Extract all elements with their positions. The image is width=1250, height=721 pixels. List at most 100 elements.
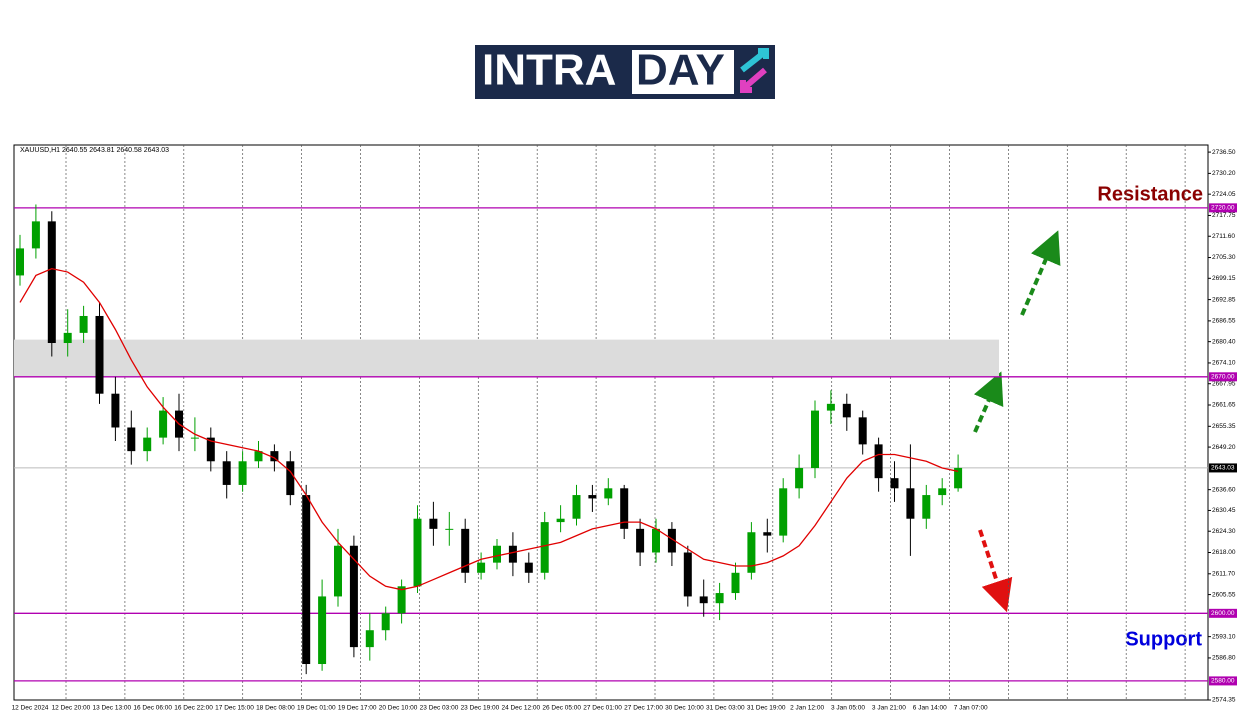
candle-body xyxy=(667,528,676,553)
candle-body xyxy=(63,332,72,344)
y-tick-label: 2736.50 xyxy=(1212,149,1236,156)
level-tag xyxy=(1209,608,1237,618)
level-tag xyxy=(1209,203,1237,213)
y-tick-label: 2611.70 xyxy=(1212,571,1235,578)
y-tick-label: 2630.45 xyxy=(1212,507,1236,514)
candle-body xyxy=(858,417,867,445)
plot-frame xyxy=(13,144,1209,701)
last-price-label: 2643.03 xyxy=(1211,465,1235,472)
x-tick-label: 20 Dec 10:00 xyxy=(379,705,418,712)
candle-body xyxy=(731,572,740,594)
candle-body xyxy=(302,495,311,665)
arrow-down xyxy=(978,529,1013,613)
candle-body xyxy=(206,437,215,462)
y-tick-label: 2655.35 xyxy=(1212,423,1236,430)
x-tick-label: 2 Jan 12:00 xyxy=(790,705,824,712)
candle-body xyxy=(16,248,24,276)
x-tick-label: 16 Dec 06:00 xyxy=(133,705,172,712)
candle-body xyxy=(826,403,835,411)
y-tick-label: 2717.75 xyxy=(1212,212,1236,219)
y-tick-label: 2730.20 xyxy=(1212,170,1236,177)
y-tick-label: 2636.60 xyxy=(1212,486,1236,493)
y-tick-label: 2711.60 xyxy=(1212,233,1235,240)
last-price-tag xyxy=(1209,463,1237,473)
x-tick-label: 16 Dec 22:00 xyxy=(174,705,213,712)
candle-body xyxy=(159,410,168,438)
candle-body xyxy=(318,596,327,665)
candle-body xyxy=(699,596,708,604)
level-tag xyxy=(1209,676,1237,686)
x-tick-label: 24 Dec 12:00 xyxy=(501,705,540,712)
candle-body xyxy=(493,545,501,563)
x-tick-label: 3 Jan 21:00 xyxy=(872,705,906,712)
resistance-label: Resistance xyxy=(1097,183,1203,205)
candle-body xyxy=(190,437,199,439)
candle-body xyxy=(795,468,804,489)
candle-body xyxy=(874,444,883,479)
candle-body xyxy=(254,451,263,462)
candle-body xyxy=(413,518,422,587)
symbol-info: XAUUSD,H1 2640.55 2643.81 2640.58 2643.0… xyxy=(20,147,169,154)
candle-body xyxy=(715,593,724,604)
y-tick-label: 2574.35 xyxy=(1212,697,1236,704)
x-tick-label: 31 Dec 19:00 xyxy=(747,705,786,712)
y-tick-label: 2705.30 xyxy=(1212,254,1236,261)
logo: INTRA DAY xyxy=(475,45,775,99)
zone xyxy=(14,339,999,377)
candle-body xyxy=(747,532,756,573)
candle-body xyxy=(445,528,454,530)
x-tick-label: 12 Dec 20:00 xyxy=(52,705,91,712)
candle-body xyxy=(524,562,533,573)
logo-icon xyxy=(740,48,769,73)
y-tick-label: 2680.40 xyxy=(1212,338,1236,345)
candle-body xyxy=(922,495,931,519)
candle-body xyxy=(572,495,581,519)
y-tick-label: 2692.85 xyxy=(1212,296,1236,303)
candle-body xyxy=(31,221,40,249)
level-tag xyxy=(1209,372,1237,382)
y-tick-label: 2686.55 xyxy=(1212,318,1236,325)
candle-body xyxy=(556,518,565,523)
arrow-up xyxy=(973,371,1004,433)
support-label: Support xyxy=(1125,628,1202,650)
y-tick-label: 2586.80 xyxy=(1212,655,1236,662)
candle-body xyxy=(365,630,374,648)
candle-body xyxy=(477,562,486,573)
candle-body xyxy=(508,545,517,563)
y-tick-label: 2605.55 xyxy=(1212,591,1236,598)
candle-body xyxy=(763,532,772,536)
candle-body xyxy=(349,545,358,648)
candle-body xyxy=(143,437,152,452)
y-tick-label: 2593.10 xyxy=(1212,633,1236,640)
candle-body xyxy=(779,488,788,536)
x-tick-label: 17 Dec 15:00 xyxy=(215,705,254,712)
x-tick-label: 31 Dec 03:00 xyxy=(706,705,745,712)
candle-body xyxy=(286,461,295,496)
x-tick-label: 23 Dec 03:00 xyxy=(420,705,459,712)
candle-body xyxy=(95,315,104,394)
candle-body xyxy=(938,488,947,496)
candle-body xyxy=(222,461,231,485)
candle-body xyxy=(461,528,470,573)
candle-body xyxy=(906,488,915,519)
candle-body xyxy=(842,403,851,418)
x-tick-label: 27 Dec 17:00 xyxy=(624,705,663,712)
candle-body xyxy=(334,545,342,597)
level-label: 2720.00 xyxy=(1211,205,1235,212)
candle-body xyxy=(540,522,549,573)
y-tick-label: 2618.00 xyxy=(1212,549,1236,556)
y-tick-label: 2724.05 xyxy=(1212,191,1236,198)
candle-body xyxy=(604,488,613,499)
candle-body xyxy=(890,478,899,489)
y-tick-label: 2674.10 xyxy=(1212,360,1236,367)
candle-body xyxy=(127,427,136,452)
x-tick-label: 13 Dec 13:00 xyxy=(92,705,131,712)
candle-body xyxy=(652,528,660,553)
y-tick-label: 2624.30 xyxy=(1212,528,1236,535)
candle-body xyxy=(588,495,597,499)
y-tick-label: 2661.65 xyxy=(1212,402,1236,409)
x-tick-label: 6 Jan 14:00 xyxy=(913,705,947,712)
candle-body xyxy=(270,451,279,462)
x-tick-label: 18 Dec 08:00 xyxy=(256,705,295,712)
